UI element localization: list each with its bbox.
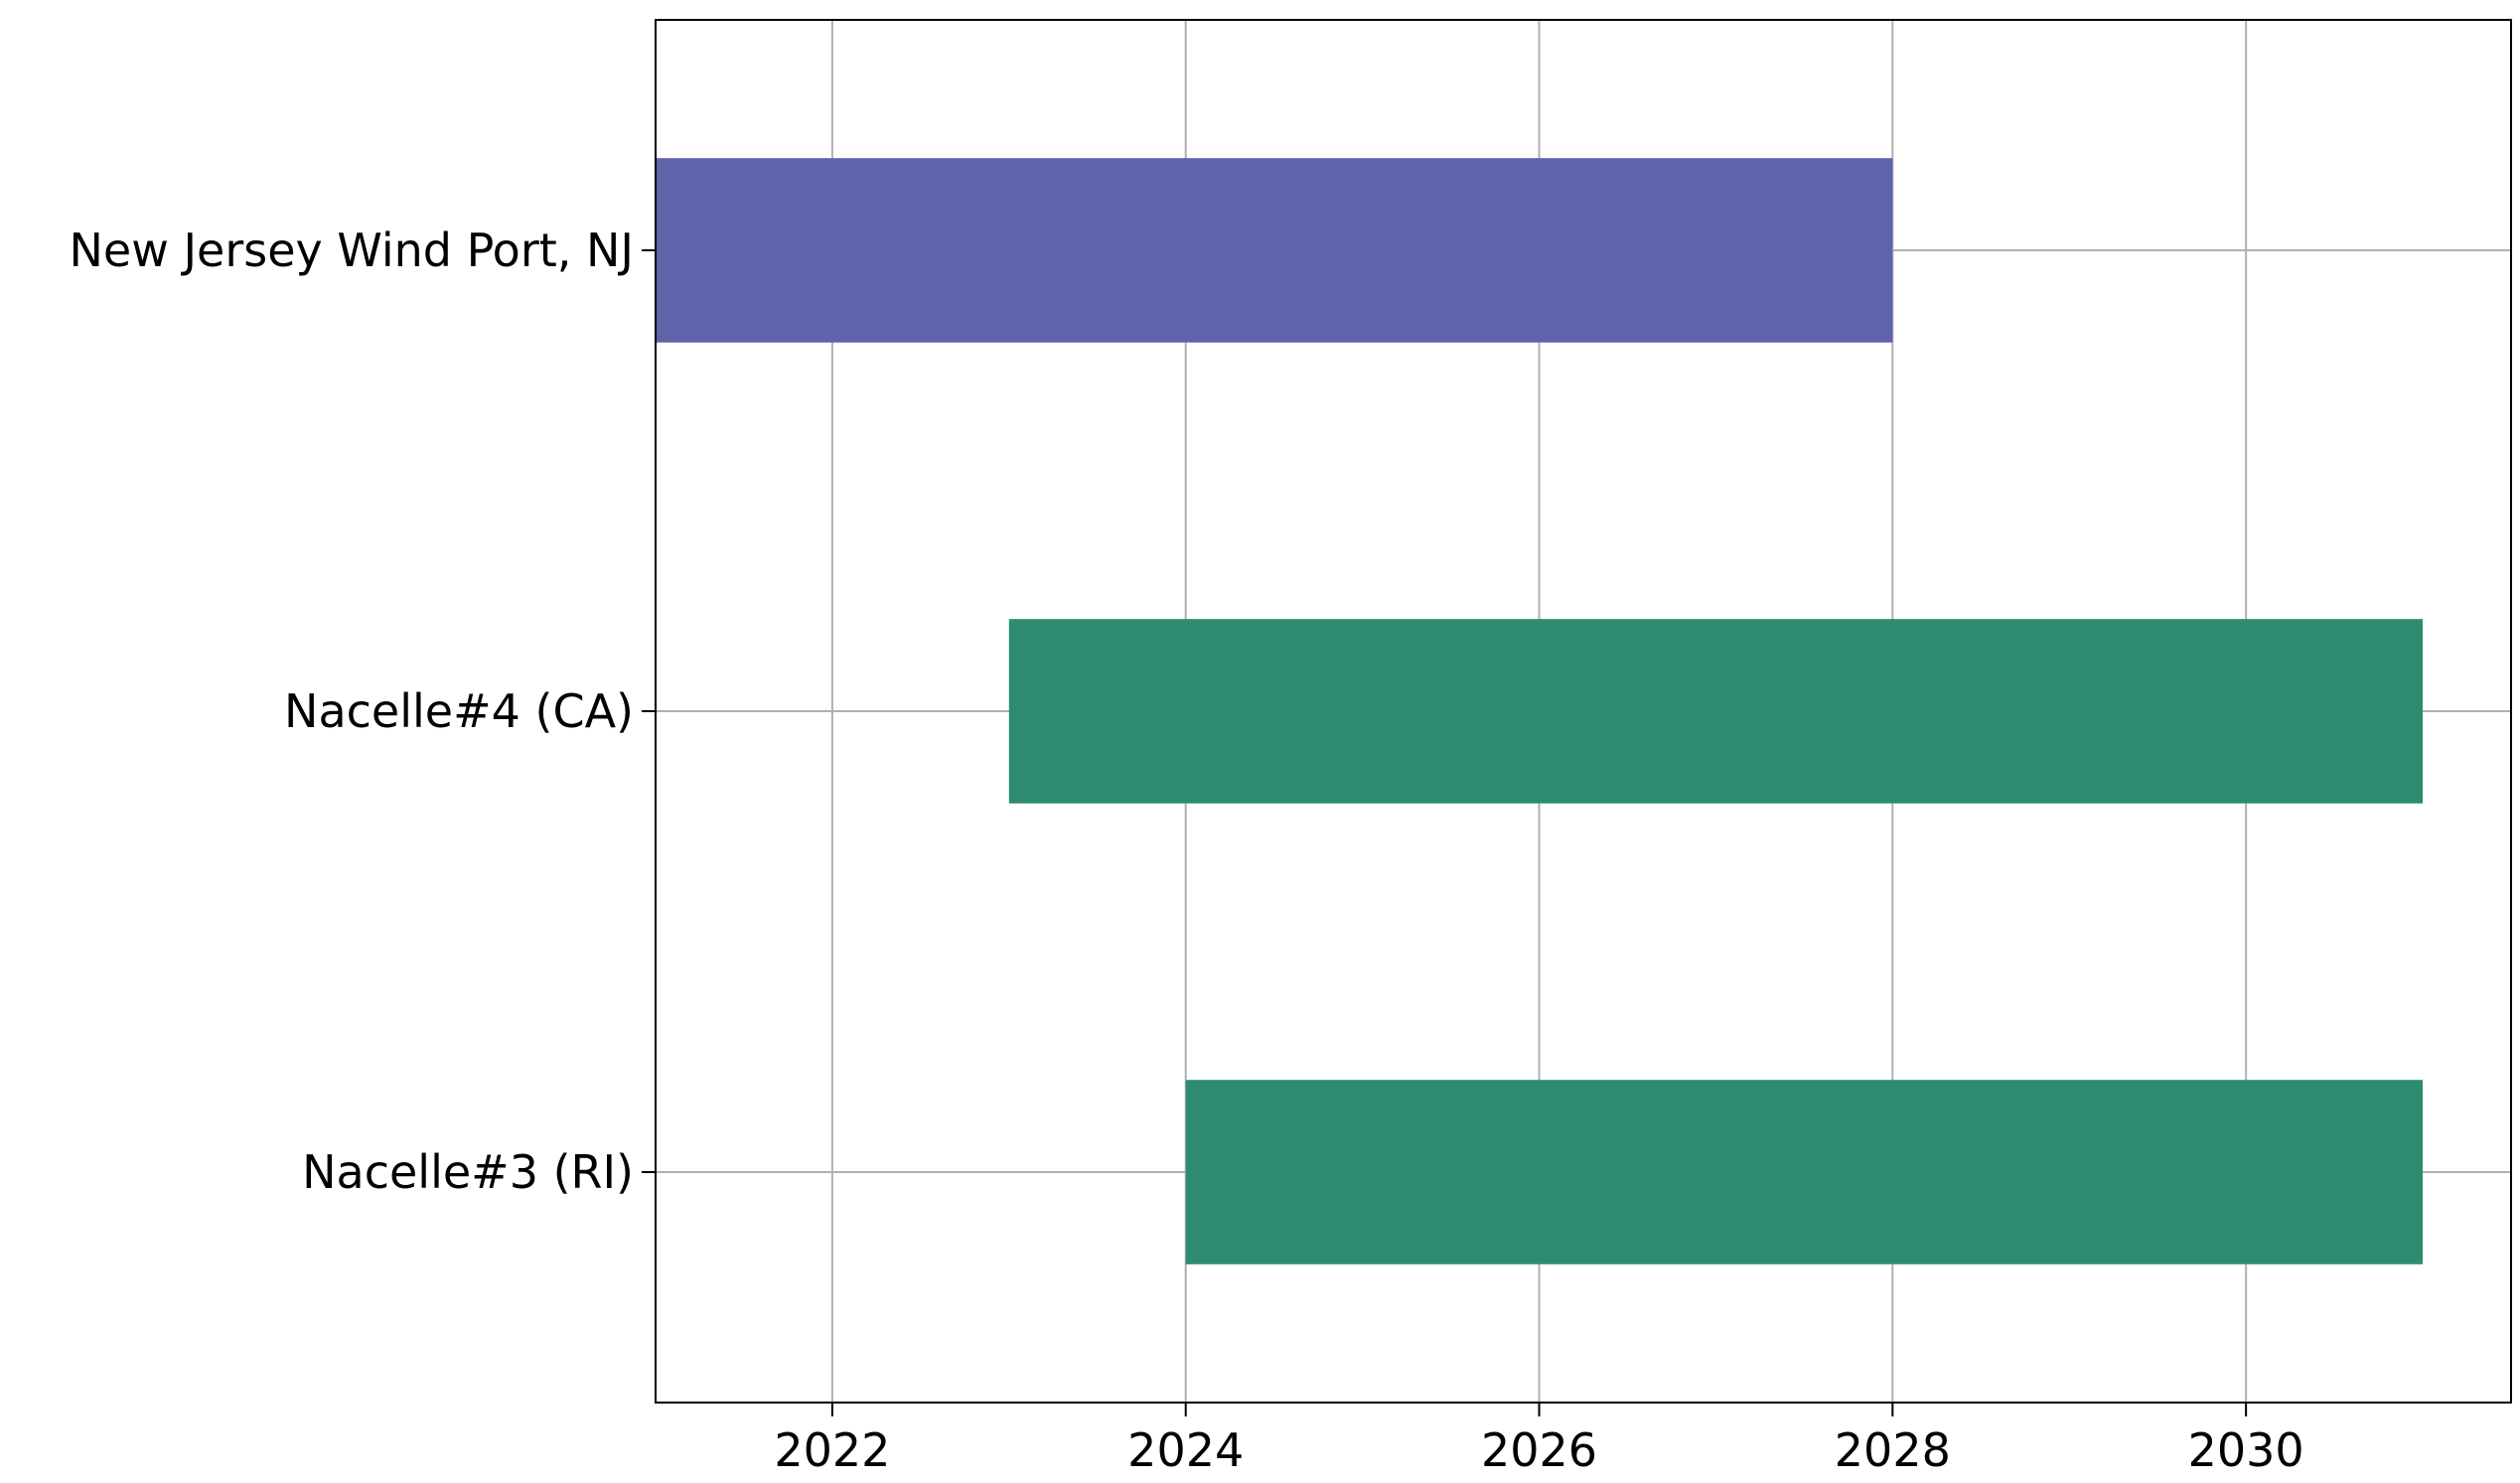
x-axis-ticks: 2022 2024 2026 2028 2030	[774, 1403, 2304, 1477]
x-tick-label: 2026	[1481, 1423, 1597, 1477]
x-tick-label: 2028	[1835, 1423, 1951, 1477]
x-tick-label: 2022	[774, 1423, 890, 1477]
y-category-label: New Jersey Wind Port, NJ	[70, 223, 635, 277]
bar-1	[1008, 619, 2424, 804]
y-category-label: Nacelle#3 (RI)	[302, 1145, 634, 1199]
y-category-label: Nacelle#4 (CA)	[284, 684, 634, 738]
x-tick-label: 2024	[1127, 1423, 1244, 1477]
bar-0	[656, 158, 1893, 343]
bar-2	[1185, 1080, 2424, 1264]
x-tick-label: 2030	[2188, 1423, 2304, 1477]
bars	[656, 158, 2424, 1264]
y-axis-ticks: New Jersey Wind Port, NJ Nacelle#4 (CA) Na…	[70, 223, 656, 1199]
